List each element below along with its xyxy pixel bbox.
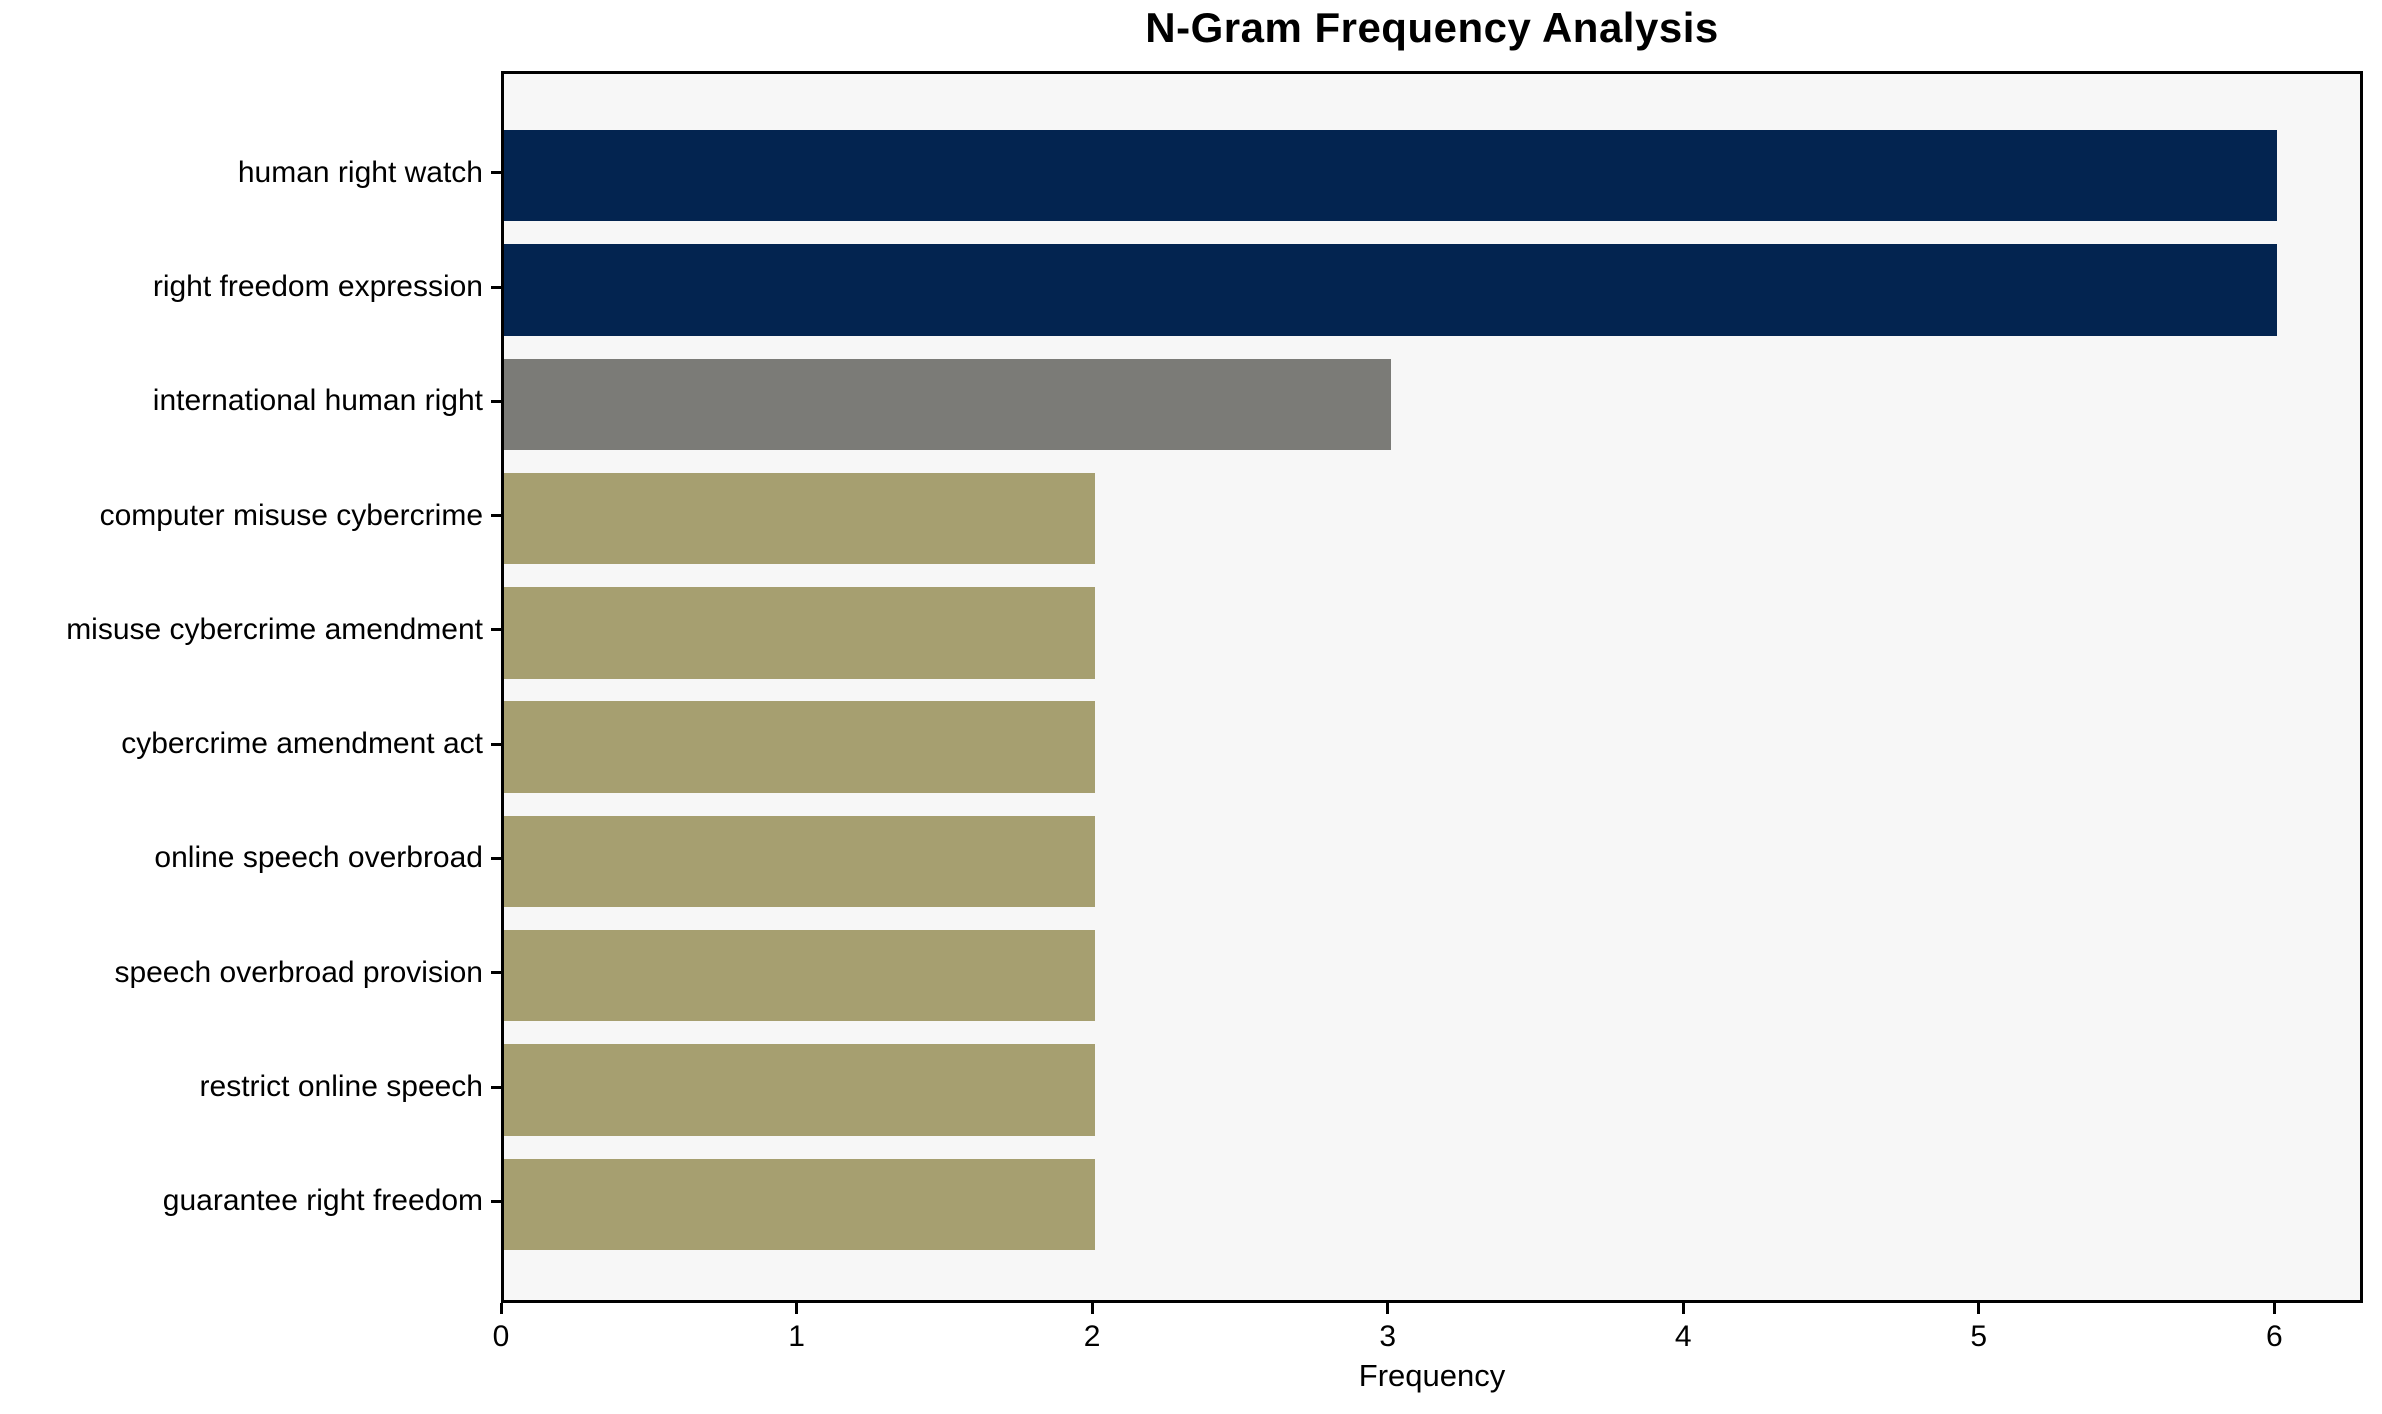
y-tick-mark <box>491 399 501 403</box>
plot-area <box>501 71 2363 1303</box>
x-tick-mark <box>499 1303 503 1314</box>
y-tick-mark <box>491 1085 501 1089</box>
y-tick-label: guarantee right freedom <box>162 1184 483 1218</box>
y-tick-label: misuse cybercrime amendment <box>66 612 483 646</box>
bar-misuse-cybercrime-amendment <box>504 587 1096 679</box>
y-tick-mark <box>491 514 501 518</box>
bar-cybercrime-amendment-act <box>504 701 1096 793</box>
y-tick-label: right freedom expression <box>152 270 483 303</box>
bar-guarantee-right-freedom <box>504 1158 1096 1250</box>
y-tick-mark <box>491 1199 501 1203</box>
x-tick-label: 1 <box>788 1320 805 1353</box>
y-tick-mark <box>491 856 501 860</box>
y-tick-mark <box>491 171 501 175</box>
bar-human-right-watch <box>504 130 2278 222</box>
y-tick-mark <box>491 742 501 746</box>
x-tick-mark <box>1681 1303 1685 1314</box>
y-tick-label: computer misuse cybercrime <box>99 498 483 532</box>
bar-speech-overbroad-provision <box>504 930 1096 1022</box>
y-tick-label: cybercrime amendment act <box>121 727 483 761</box>
y-tick-label: human right watch <box>237 155 483 189</box>
x-tick-label: 6 <box>2265 1320 2283 1353</box>
chart-title: N-Gram Frequency Analysis <box>1145 4 1719 51</box>
x-tick-label: 2 <box>1083 1320 1101 1353</box>
y-tick-label: international human right <box>152 384 483 418</box>
x-tick-mark <box>1090 1303 1094 1314</box>
bar-online-speech-overbroad <box>504 815 1096 908</box>
y-tick-mark <box>491 628 501 632</box>
x-tick-label: 5 <box>1970 1320 1988 1353</box>
x-tick-mark <box>1977 1303 1981 1314</box>
bar-right-freedom-expression <box>504 244 2278 336</box>
x-tick-label: 4 <box>1674 1320 1692 1353</box>
bar-computer-misuse-cybercrime <box>504 472 1096 565</box>
x-tick-mark <box>1386 1303 1390 1314</box>
y-tick-mark <box>491 285 501 289</box>
x-axis-title: Frequency <box>1358 1358 1506 1393</box>
bar-international-human-right <box>504 358 1391 450</box>
bar-restrict-online-speech <box>504 1044 1096 1136</box>
x-tick-label: 3 <box>1379 1320 1396 1353</box>
y-tick-label: speech overbroad provision <box>114 955 483 989</box>
x-tick-label: 0 <box>492 1320 510 1353</box>
y-tick-label: restrict online speech <box>199 1070 483 1103</box>
y-tick-mark <box>491 971 501 975</box>
x-tick-mark <box>2272 1303 2276 1314</box>
y-tick-label: online speech overbroad <box>154 841 483 875</box>
x-tick-mark <box>795 1303 799 1314</box>
